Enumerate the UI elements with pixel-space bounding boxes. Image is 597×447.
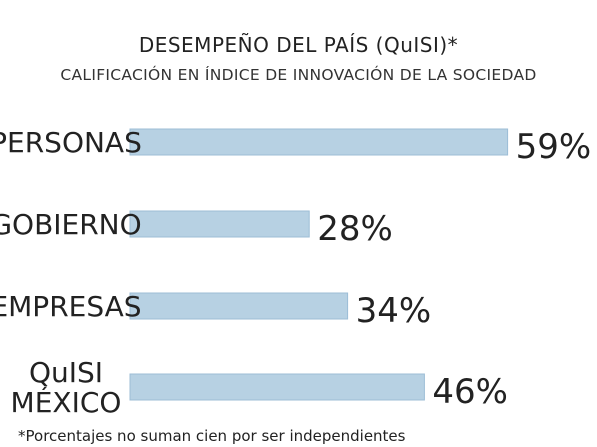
category-label-1: GOBIERNO [0, 208, 142, 241]
category-label-2: EMPRESAS [0, 290, 142, 323]
value-label-3: 46% [432, 372, 508, 412]
bar-3 [129, 373, 425, 401]
chart-subtitle: CALIFICACIÓN EN ÍNDICE DE INNOVACIÓN DE … [60, 66, 537, 84]
bar-2 [129, 292, 349, 320]
bar-0 [129, 128, 509, 156]
category-label-0: PERSONAS [0, 126, 142, 159]
chart-footnote: *Porcentajes no suman cien por ser indep… [18, 427, 406, 445]
bar-1 [129, 210, 310, 238]
category-label-3-1: MÉXICO [11, 385, 122, 419]
value-label-1: 28% [317, 209, 393, 249]
category-label-3-0: QuISI [29, 356, 103, 389]
value-label-0: 59% [516, 127, 592, 167]
value-label-2: 34% [356, 291, 432, 331]
chart-title: DESEMPEÑO DEL PAÍS (QuISI)* [138, 33, 459, 57]
